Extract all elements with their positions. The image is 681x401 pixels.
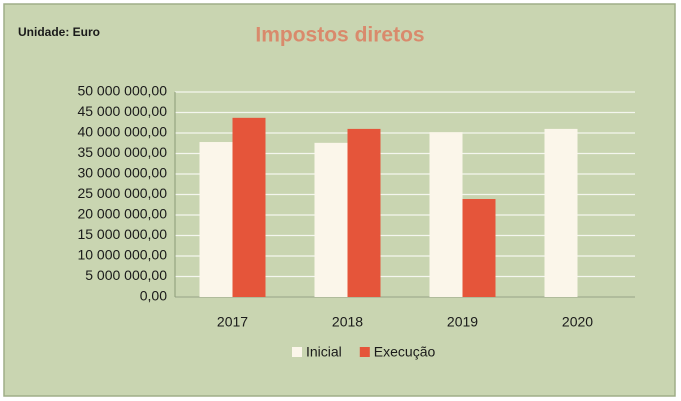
y-tick-label: 45 000 000,00 bbox=[77, 103, 167, 119]
x-tick-label: 2019 bbox=[447, 314, 478, 330]
x-tick-label: 2018 bbox=[332, 314, 363, 330]
legend-swatch bbox=[359, 347, 370, 357]
unit-note: Unidade: Euro bbox=[18, 25, 100, 39]
y-tick-label: 10 000 000,00 bbox=[77, 247, 167, 263]
bar bbox=[232, 117, 266, 297]
chart-title: Impostos diretos bbox=[255, 24, 424, 47]
legend-swatch bbox=[292, 347, 302, 357]
y-tick-label: 15 000 000,00 bbox=[77, 226, 167, 242]
x-tick-label: 2020 bbox=[562, 314, 593, 330]
y-tick-label: 35 000 000,00 bbox=[77, 144, 167, 160]
bar bbox=[314, 142, 348, 297]
y-tick-label: 5 000 000,00 bbox=[85, 267, 167, 283]
y-tick-label: 50 000 000,00 bbox=[77, 83, 167, 99]
bar bbox=[199, 142, 233, 297]
y-tick-label: 40 000 000,00 bbox=[77, 124, 167, 140]
y-tick-label: 20 000 000,00 bbox=[77, 206, 167, 222]
legend-label: Inicial bbox=[306, 344, 342, 360]
y-tick-label: 25 000 000,00 bbox=[77, 185, 167, 201]
y-tick-label: 0,00 bbox=[140, 288, 167, 304]
x-tick-label: 2017 bbox=[217, 314, 248, 330]
legend-label: Execução bbox=[374, 344, 436, 360]
bar bbox=[429, 132, 463, 297]
bar bbox=[347, 128, 381, 297]
bar bbox=[544, 128, 578, 297]
bar bbox=[462, 199, 496, 297]
y-tick-label: 30 000 000,00 bbox=[77, 165, 167, 181]
